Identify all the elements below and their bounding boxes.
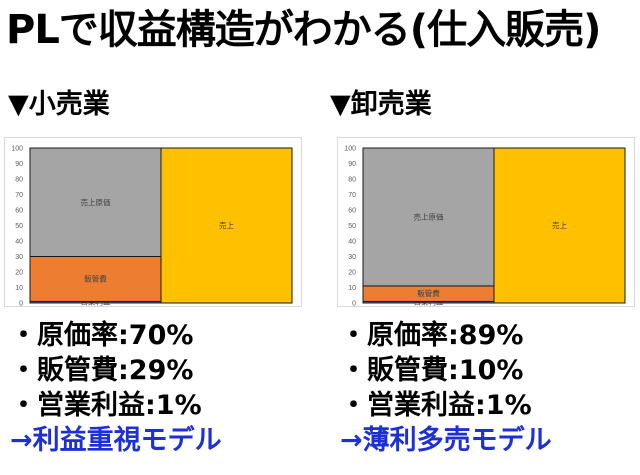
- retail-stats: ・原価率:70% ・販管費:29% ・営業利益:1% →利益重視モデル: [10, 318, 222, 458]
- wholesale-ytick-label: 60: [348, 208, 356, 215]
- retail-ytick-label: 60: [15, 208, 23, 215]
- retail-segment-label: 売上原価: [81, 197, 111, 207]
- wholesale-ytick-label: 40: [348, 239, 356, 246]
- wholesale-ytick-label: 0: [352, 301, 356, 307]
- wholesale-segment-label: 売上原価: [414, 211, 444, 221]
- wholesale-ytick-label: 100: [344, 146, 356, 153]
- retail-ytick-label: 70: [15, 192, 23, 199]
- wholesale-sga-ratio: ・販管費:10%: [340, 355, 524, 386]
- wholesale-pl-chart: 0102030405060708090100営業利益販管費売上原価売上: [337, 137, 635, 307]
- wholesale-model-label: →薄利多売モデル: [340, 425, 552, 456]
- retail-ytick-label: 100: [11, 146, 23, 153]
- page-title: PLで収益構造がわかる(仕入販売): [6, 7, 601, 53]
- wholesale-ytick-label: 80: [348, 177, 356, 184]
- retail-ytick-label: 90: [15, 161, 23, 168]
- retail-pl-chart-svg: 0102030405060708090100営業利益販管費売上原価売上: [11, 146, 293, 307]
- wholesale-stats: ・原価率:89% ・販管費:10% ・営業利益:1% →薄利多売モデル: [340, 318, 552, 458]
- retail-bar-segment: [160, 147, 293, 304]
- retail-sga-ratio: ・販管費:29%: [10, 355, 194, 386]
- retail-bar-segment: [29, 256, 162, 302]
- wholesale-bar-segment: [362, 147, 495, 287]
- wholesale-operating-profit: ・営業利益:1%: [340, 390, 532, 421]
- retail-cost-ratio: ・原価率:70%: [10, 320, 194, 351]
- wholesale-segment-label: 販管費: [417, 288, 440, 298]
- wholesale-ytick-label: 50: [348, 223, 356, 230]
- retail-model-label: →利益重視モデル: [10, 425, 222, 456]
- wholesale-cost-ratio: ・原価率:89%: [340, 320, 524, 351]
- retail-ytick-label: 40: [15, 239, 23, 246]
- wholesale-ytick-label: 20: [348, 270, 356, 277]
- wholesale-ytick-label: 30: [348, 254, 356, 261]
- wholesale-segment-label: 売上: [552, 220, 567, 230]
- retail-ytick-label: 10: [15, 285, 23, 292]
- retail-ytick-label: 80: [15, 177, 23, 184]
- retail-segment-label: 売上: [219, 220, 234, 230]
- wholesale-ytick-label: 90: [348, 161, 356, 168]
- retail-operating-profit: ・営業利益:1%: [10, 390, 202, 421]
- wholesale-ytick-label: 10: [348, 285, 356, 292]
- wholesale-pl-chart-svg: 0102030405060708090100営業利益販管費売上原価売上: [344, 146, 626, 307]
- wholesale-heading: ▼卸売業: [330, 89, 432, 120]
- retail-heading: ▼小売業: [8, 89, 110, 120]
- retail-bar-segment: [29, 147, 162, 257]
- wholesale-bar-segment: [493, 147, 626, 304]
- retail-ytick-label: 20: [15, 270, 23, 277]
- retail-segment-label: 販管費: [84, 273, 107, 283]
- retail-pl-chart: 0102030405060708090100営業利益販管費売上原価売上: [4, 137, 302, 307]
- wholesale-ytick-label: 70: [348, 192, 356, 199]
- retail-ytick-label: 50: [15, 223, 23, 230]
- retail-ytick-label: 0: [19, 301, 23, 307]
- retail-ytick-label: 30: [15, 254, 23, 261]
